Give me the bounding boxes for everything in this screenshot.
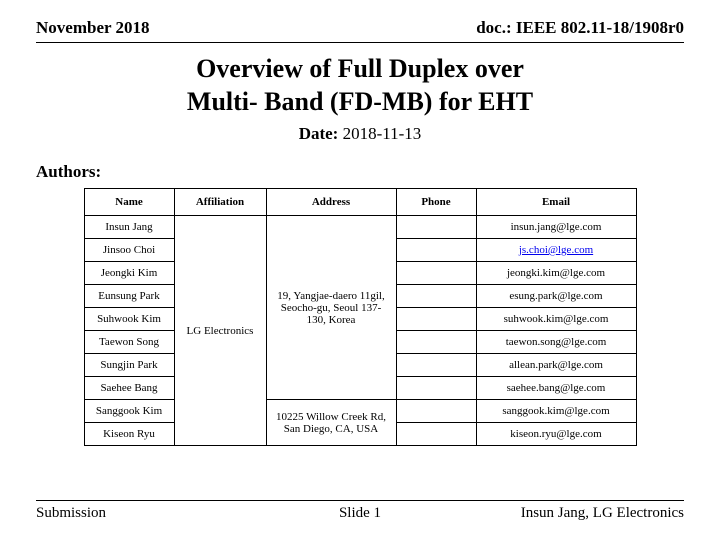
header-left: November 2018 xyxy=(36,18,149,38)
cell-phone xyxy=(396,331,476,354)
cell-name: Insun Jang xyxy=(84,216,174,239)
cell-name: Sungjin Park xyxy=(84,354,174,377)
col-header-name: Name xyxy=(84,189,174,216)
date-value: 2018-11-13 xyxy=(343,124,422,143)
cell-email: suhwook.kim@lge.com xyxy=(476,308,636,331)
cell-name: Kiseon Ryu xyxy=(84,423,174,446)
table-header-row: Name Affiliation Address Phone Email xyxy=(84,189,636,216)
col-header-phone: Phone xyxy=(396,189,476,216)
cell-name: Suhwook Kim xyxy=(84,308,174,331)
footer-center: Slide 1 xyxy=(36,505,684,522)
cell-affiliation: LG Electronics xyxy=(174,216,266,446)
date-label: Date: xyxy=(299,124,339,143)
header-right: doc.: IEEE 802.11-18/1908r0 xyxy=(476,18,684,38)
cell-name: Jinsoo Choi xyxy=(84,239,174,262)
cell-email: js.choi@lge.com xyxy=(476,239,636,262)
table-row: Insun JangLG Electronics19, Yangjae-daer… xyxy=(84,216,636,239)
cell-phone xyxy=(396,239,476,262)
cell-email: jeongki.kim@lge.com xyxy=(476,262,636,285)
cell-phone xyxy=(396,423,476,446)
cell-phone xyxy=(396,262,476,285)
cell-phone xyxy=(396,285,476,308)
cell-address-1: 19, Yangjae-daero 11gil, Seocho-gu, Seou… xyxy=(266,216,396,400)
table-row: Sanggook Kim10225 Willow Creek Rd, San D… xyxy=(84,400,636,423)
cell-email: esung.park@lge.com xyxy=(476,285,636,308)
cell-email: allean.park@lge.com xyxy=(476,354,636,377)
cell-name: Jeongki Kim xyxy=(84,262,174,285)
col-header-address: Address xyxy=(266,189,396,216)
date-line: Date: 2018-11-13 xyxy=(36,124,684,144)
cell-address-2: 10225 Willow Creek Rd, San Diego, CA, US… xyxy=(266,400,396,446)
cell-email: taewon.song@lge.com xyxy=(476,331,636,354)
cell-phone xyxy=(396,354,476,377)
cell-email: sanggook.kim@lge.com xyxy=(476,400,636,423)
col-header-affiliation: Affiliation xyxy=(174,189,266,216)
col-header-email: Email xyxy=(476,189,636,216)
cell-name: Eunsung Park xyxy=(84,285,174,308)
title-line-2: Multi- Band (FD-MB) for EHT xyxy=(187,87,533,116)
cell-name: Sanggook Kim xyxy=(84,400,174,423)
title-line-1: Overview of Full Duplex over xyxy=(196,54,524,83)
cell-phone xyxy=(396,216,476,239)
page-title: Overview of Full Duplex over Multi- Band… xyxy=(36,53,684,118)
authors-label: Authors: xyxy=(36,162,684,182)
cell-email: insun.jang@lge.com xyxy=(476,216,636,239)
cell-email: kiseon.ryu@lge.com xyxy=(476,423,636,446)
cell-phone xyxy=(396,400,476,423)
cell-name: Taewon Song xyxy=(84,331,174,354)
header-bar: November 2018 doc.: IEEE 802.11-18/1908r… xyxy=(36,18,684,43)
footer-bar: Submission Slide 1 Insun Jang, LG Electr… xyxy=(36,500,684,522)
cell-email: saehee.bang@lge.com xyxy=(476,377,636,400)
email-link[interactable]: js.choi@lge.com xyxy=(519,244,593,256)
cell-phone xyxy=(396,308,476,331)
authors-table: Name Affiliation Address Phone Email Ins… xyxy=(84,188,637,446)
cell-name: Saehee Bang xyxy=(84,377,174,400)
cell-phone xyxy=(396,377,476,400)
authors-table-body: Insun JangLG Electronics19, Yangjae-daer… xyxy=(84,216,636,446)
